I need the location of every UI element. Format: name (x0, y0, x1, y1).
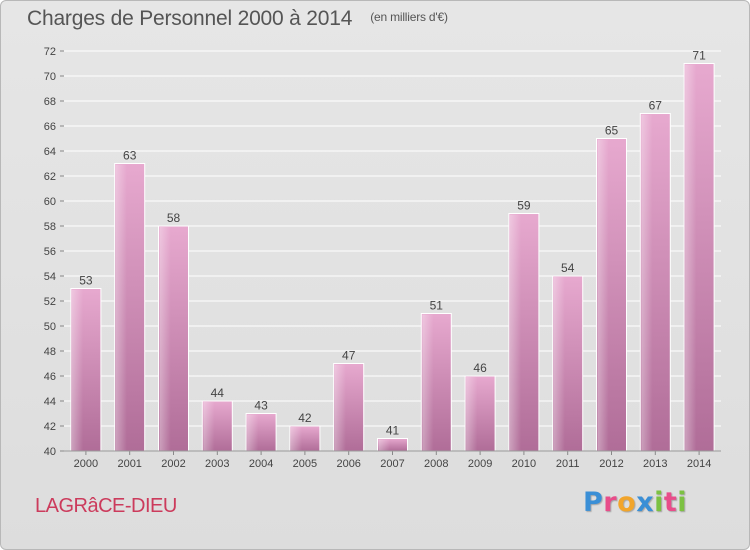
y-axis-ticks: 40 42 44 46 48 50 52 54 56 58 60 62 64 66 68 70 72 (44, 46, 64, 458)
x-tick-label: 2014 (687, 458, 711, 470)
x-tick-label: 2000 (74, 458, 98, 470)
bar-2006: 47 (333, 349, 365, 452)
bar-value-label: 59 (517, 199, 531, 213)
bar-highlight (159, 227, 188, 451)
y-tick-label: 52 (44, 296, 56, 308)
y-tick-label: 56 (44, 246, 56, 258)
bar-2012: 65 (596, 124, 627, 452)
bar-2011: 54 (552, 261, 584, 452)
y-tick-label: 72 (44, 46, 56, 58)
y-tick-label: 44 (44, 396, 56, 408)
chart-title-text: Charges de Personnel 2000 à 2014 (27, 7, 353, 30)
bar-highlight (597, 139, 626, 451)
y-tick-label: 42 (44, 421, 56, 433)
y-tick-label: 58 (44, 221, 56, 233)
bar-highlight (203, 402, 232, 451)
bar-2013: 67 (639, 99, 671, 452)
bars: 53 63 58 44 43 42 47 41 51 46 59 54 65 67 71 (70, 49, 715, 452)
y-tick-label: 64 (44, 146, 56, 158)
bar-2005: 42 (289, 411, 321, 452)
x-tick-label: 2012 (599, 458, 623, 470)
logo-letter: o (617, 487, 637, 518)
bar-highlight (115, 164, 144, 451)
y-tick-label: 54 (44, 271, 56, 283)
bar-2002: 58 (158, 211, 189, 452)
y-tick-label: 70 (44, 71, 56, 83)
y-tick-label: 62 (44, 171, 56, 183)
bar-value-label: 65 (605, 124, 619, 138)
x-tick-label: 2003 (205, 458, 229, 470)
chart-subtitle: (en milliers d'€) (370, 10, 448, 24)
bar-2000: 53 (70, 274, 102, 452)
bar-highlight (466, 377, 495, 451)
x-axis-ticks: 2000 2001 2002 2003 2004 2005 2006 2007 2008 2009… (74, 451, 711, 470)
bar-value-label: 42 (298, 411, 312, 425)
bar-2001: 63 (114, 149, 146, 452)
bar-highlight (71, 289, 100, 451)
y-tick-label: 50 (44, 321, 56, 333)
bar-2010: 59 (508, 199, 540, 452)
x-tick-label: 2008 (424, 458, 448, 470)
bar-value-label: 67 (649, 99, 663, 113)
bar-2014: 71 (683, 49, 715, 452)
x-tick-label: 2010 (512, 458, 536, 470)
y-tick-label: 48 (44, 346, 56, 358)
commune-name: LAGRâCE-DIEU (35, 495, 177, 517)
bar-2007: 41 (377, 424, 408, 452)
bar-value-label: 63 (123, 149, 137, 163)
logo-letter: t (663, 487, 678, 518)
x-tick-label: 2013 (643, 458, 667, 470)
y-tick-label: 60 (44, 196, 56, 208)
x-tick-label: 2005 (293, 458, 317, 470)
bar-highlight (247, 414, 276, 451)
x-tick-label: 2011 (556, 458, 580, 470)
logo-letter: r (603, 487, 618, 518)
bar-value-label: 71 (692, 49, 706, 63)
bar-highlight (334, 364, 363, 451)
x-tick-label: 2006 (336, 458, 360, 470)
bar-highlight (290, 427, 319, 451)
bar-value-label: 47 (342, 349, 356, 363)
y-tick-label: 66 (44, 121, 56, 133)
bar-value-label: 53 (79, 274, 93, 288)
logo-letter: i (654, 487, 664, 518)
bar-2004: 43 (245, 399, 277, 452)
logo-letter: P (583, 487, 604, 518)
y-tick-label: 68 (44, 96, 56, 108)
proxiti-logo: Proxiti (583, 487, 687, 518)
bar-highlight (685, 64, 714, 451)
bar-2008: 51 (420, 299, 452, 452)
bar-highlight (422, 314, 451, 451)
x-tick-label: 2004 (249, 458, 273, 470)
logo-letter: i (677, 487, 688, 518)
x-tick-label: 2002 (161, 458, 185, 470)
chart-title: Charges de Personnel 2000 à 2014 (en mill… (27, 7, 448, 31)
bar-value-label: 43 (254, 399, 268, 413)
bar-value-label: 46 (473, 361, 487, 375)
bar-highlight (378, 439, 407, 451)
bar-value-label: 58 (167, 211, 181, 225)
x-tick-label: 2009 (468, 458, 492, 470)
bar-value-label: 41 (386, 424, 400, 438)
bar-value-label: 51 (430, 299, 444, 313)
y-tick-label: 46 (44, 371, 56, 383)
bar-highlight (509, 214, 538, 451)
bar-2003: 44 (201, 386, 233, 452)
logo-letter: x (636, 487, 655, 518)
x-tick-label: 2007 (380, 458, 404, 470)
y-tick-label: 40 (44, 446, 56, 458)
bar-value-label: 54 (561, 261, 575, 275)
bar-value-label: 44 (211, 386, 225, 400)
bar-highlight (553, 277, 582, 451)
bar-highlight (641, 114, 670, 451)
x-tick-label: 2001 (117, 458, 141, 470)
bar-2009: 46 (464, 361, 496, 452)
